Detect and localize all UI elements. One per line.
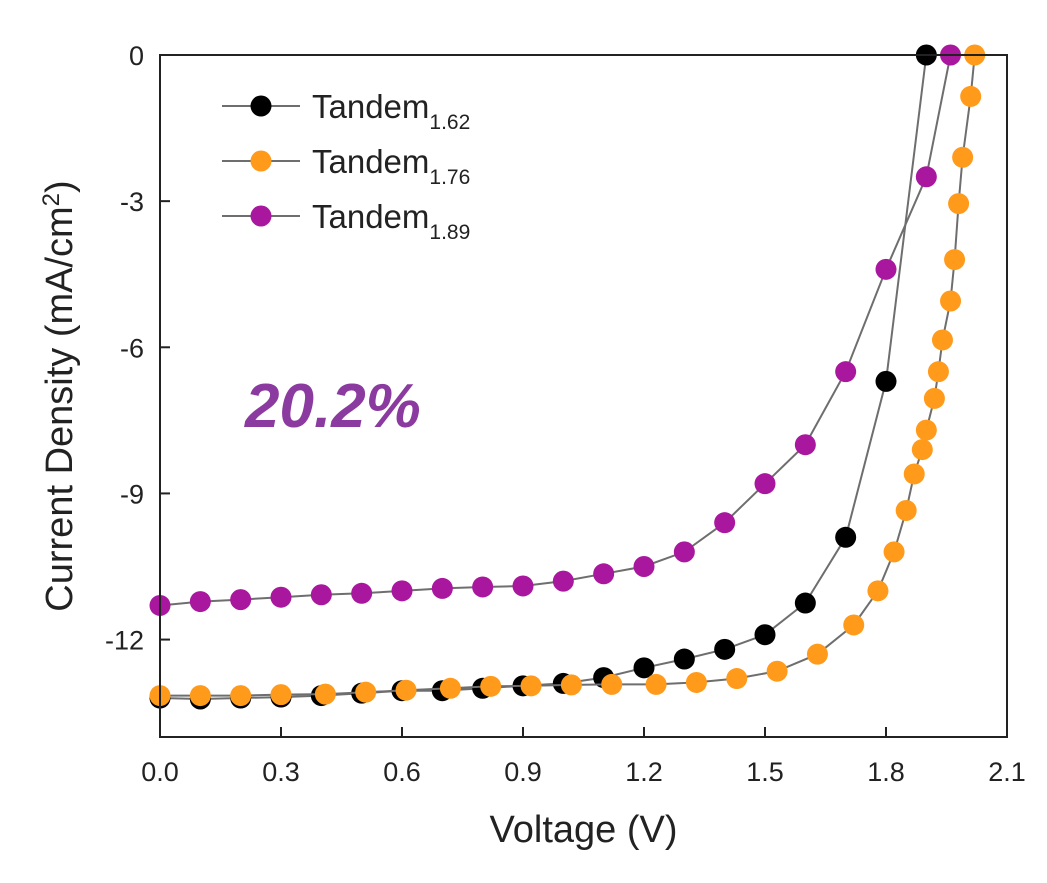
data-point	[685, 671, 707, 693]
legend-label-subscript: 1.89	[429, 221, 470, 244]
legend-label-name: Tandem	[312, 143, 429, 180]
data-point	[794, 434, 816, 456]
y-tick-label: -12	[105, 626, 144, 656]
y-tick-label: -3	[120, 187, 144, 217]
legend-label-subscript: 1.62	[429, 111, 470, 134]
legend-label: Tandem1.76	[312, 143, 470, 189]
series-line	[159, 54, 952, 607]
data-point	[931, 329, 953, 351]
data-point	[867, 580, 889, 602]
data-point	[940, 290, 962, 312]
x-tick-label: 0.3	[262, 757, 300, 787]
data-point	[875, 370, 897, 392]
legend-label: Tandem1.62	[312, 88, 470, 134]
x-tick-label: 2.1	[988, 757, 1026, 787]
data-point	[431, 577, 453, 599]
data-point	[673, 541, 695, 563]
legend-label: Tandem1.89	[312, 198, 470, 244]
y-tick-label: -9	[120, 479, 144, 509]
data-point	[633, 556, 655, 577]
data-point	[351, 582, 373, 604]
data-point	[766, 660, 788, 682]
y-axis-title-main: Current Density (mA/cm	[39, 206, 81, 611]
data-point	[948, 193, 970, 215]
x-tick-label: 0.0	[141, 757, 179, 787]
legend-marker	[250, 205, 272, 227]
legend-item: Tandem1.89	[222, 198, 470, 244]
data-point	[560, 674, 582, 696]
data-point	[835, 361, 857, 383]
data-point	[270, 586, 292, 608]
data-point	[520, 675, 542, 697]
data-point	[270, 684, 292, 706]
data-point	[883, 541, 905, 563]
data-point	[230, 685, 252, 707]
data-point	[189, 685, 211, 707]
data-point	[794, 592, 816, 614]
data-point	[714, 512, 736, 534]
legend-item: Tandem1.76	[222, 143, 470, 189]
legend-marker	[250, 150, 272, 172]
efficiency-annotation: 20.2%	[244, 372, 421, 441]
data-point	[915, 419, 937, 441]
data-point	[923, 387, 945, 409]
plot-frame	[159, 54, 1008, 738]
data-point	[633, 657, 655, 679]
axes: 0.0 0.3 0.6 0.9 1.2 1.5 1.8 2.1 0 -3 -6 -9 -12	[105, 41, 1026, 787]
y-tick-label: -6	[120, 333, 144, 363]
data-point	[944, 249, 966, 271]
data-point	[843, 614, 865, 636]
data-point	[439, 677, 461, 699]
data-point	[512, 575, 534, 597]
data-point	[480, 675, 502, 697]
data-point	[593, 563, 615, 585]
data-point	[915, 166, 937, 188]
legend-label-name: Tandem	[312, 88, 429, 125]
data-point	[875, 258, 897, 280]
legend-label-subscript: 1.76	[429, 166, 470, 189]
data-point	[189, 591, 211, 613]
legend-marker	[250, 95, 272, 117]
data-point	[911, 439, 933, 461]
y-axis-title: Current Density (mA/cm2)	[38, 180, 82, 611]
data-point	[952, 146, 974, 168]
data-point	[714, 638, 736, 660]
x-tick-label: 0.9	[504, 757, 542, 787]
data-point	[927, 361, 949, 383]
data-point	[310, 584, 332, 606]
data-point	[754, 473, 776, 495]
data-point	[903, 463, 925, 485]
plot-marks	[149, 44, 986, 710]
x-tick-label: 1.2	[625, 757, 663, 787]
x-tick-label: 1.8	[867, 757, 905, 787]
data-point	[391, 580, 413, 602]
y-axis-title-sup: 2	[38, 193, 65, 206]
data-point	[601, 673, 623, 695]
data-point	[960, 85, 982, 107]
x-axis-title: Voltage (V)	[490, 809, 678, 851]
data-point	[472, 576, 494, 598]
legend-label-name: Tandem	[312, 198, 429, 235]
data-point	[895, 499, 917, 521]
data-point	[645, 673, 667, 695]
legend-item: Tandem1.62	[222, 88, 470, 134]
data-point	[230, 589, 252, 611]
data-point	[673, 648, 695, 670]
data-point	[395, 679, 417, 701]
data-point	[314, 683, 336, 705]
data-point	[726, 668, 748, 690]
data-point	[835, 526, 857, 548]
y-tick-label: 0	[129, 41, 144, 71]
x-tick-label: 0.6	[383, 757, 421, 787]
x-tick-label: 1.5	[746, 757, 784, 787]
y-axis-title-close: )	[39, 180, 81, 193]
data-point	[355, 681, 377, 703]
data-point	[754, 624, 776, 646]
data-point	[806, 643, 828, 665]
data-point	[552, 570, 574, 592]
